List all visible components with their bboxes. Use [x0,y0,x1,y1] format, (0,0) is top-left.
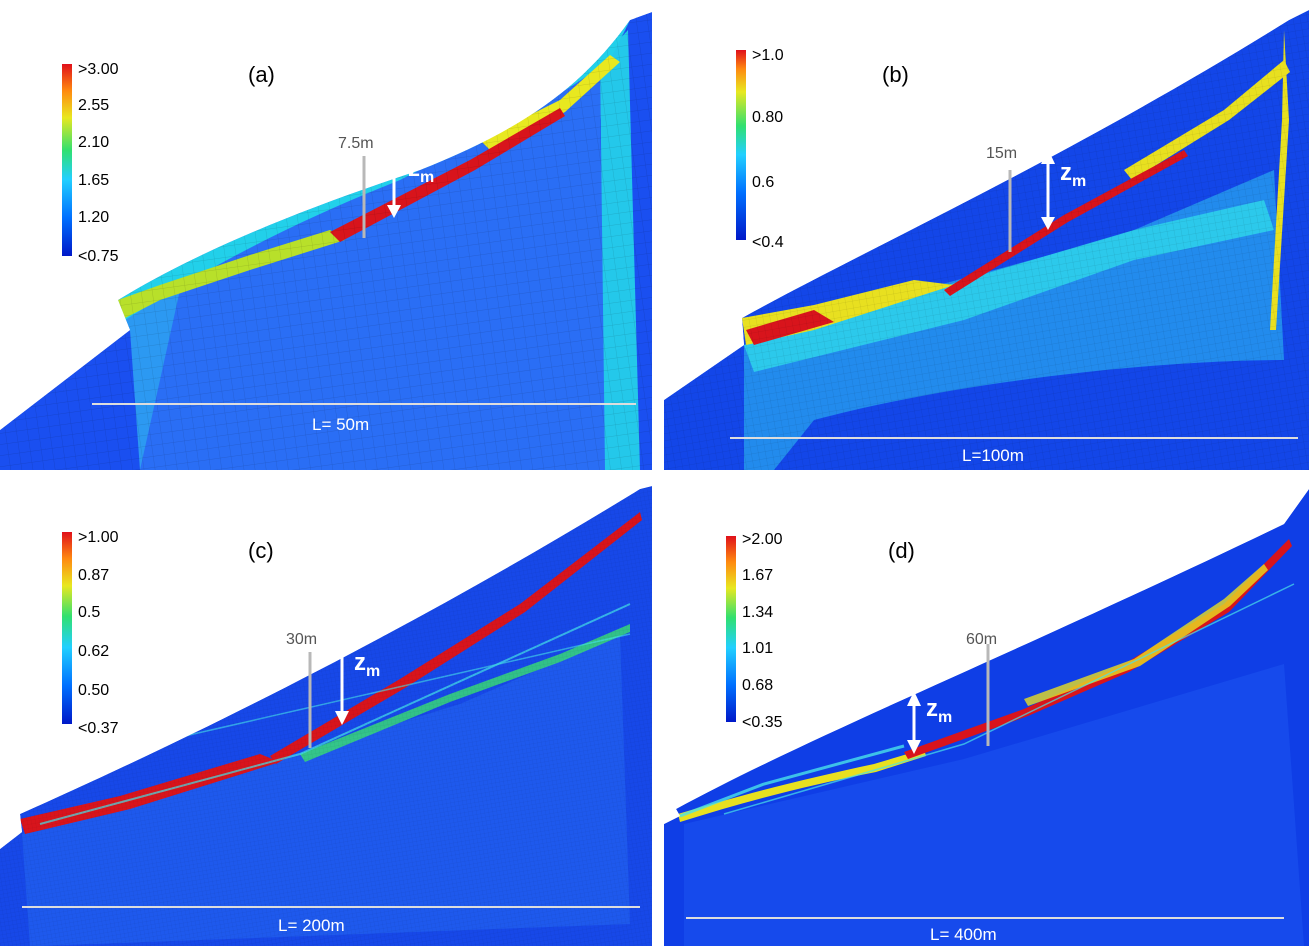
cb-label: 0.87 [78,567,109,584]
panel-a-plot: >3.00 2.55 2.10 1.65 1.20 <0.75 (a) 7.5m… [0,0,652,470]
colorbar-labels-a: >3.00 2.55 2.10 1.65 1.20 <0.75 [78,61,119,265]
panel-b: >1.0 0.80 0.6 <0.4 (b) 15m zm L=100m [664,0,1309,470]
panel-b-plot: >1.0 0.80 0.6 <0.4 (b) 15m zm L=100m [664,0,1309,470]
length-label-d: L= 400m [930,925,997,944]
colorbar-b [736,50,746,240]
depth-label-d: 60m [966,631,997,648]
colorbar-a [62,64,72,256]
cb-label: 2.55 [78,97,109,114]
panel-label-c: (c) [248,538,274,563]
panel-label-a: (a) [248,62,275,87]
cb-label: 1.67 [742,567,773,584]
cb-label: >2.00 [742,531,783,548]
panel-c: >1.00 0.87 0.5 0.62 0.50 <0.37 (c) 30m z… [0,484,652,946]
zm-label-b: zm [1060,159,1086,190]
panel-c-plot: >1.00 0.87 0.5 0.62 0.50 <0.37 (c) 30m z… [0,484,652,946]
length-label-a: L= 50m [312,415,369,434]
cb-label: 0.80 [752,109,783,126]
panel-d-plot: >2.00 1.67 1.34 1.01 0.68 <0.35 (d) 60m … [664,484,1309,946]
colorbar-labels-c: >1.00 0.87 0.5 0.62 0.50 <0.37 [78,529,119,737]
colorbar-labels-d: >2.00 1.67 1.34 1.01 0.68 <0.35 [742,531,783,731]
cb-label: 0.6 [752,174,774,191]
zm-arrow [1041,149,1055,230]
length-label-b: L=100m [962,446,1024,465]
zm-arrow [387,146,401,218]
cb-label: 1.34 [742,604,773,621]
cb-label: 0.68 [742,677,773,694]
panel-a: >3.00 2.55 2.10 1.65 1.20 <0.75 (a) 7.5m… [0,0,652,470]
cb-label: 0.62 [78,643,109,660]
zm-arrow [335,639,349,725]
cb-label: >1.0 [752,47,784,64]
zm-label-c: zm [354,649,380,680]
cb-label: 1.20 [78,209,109,226]
panel-label-b: (b) [882,62,909,87]
cb-label: 0.5 [78,604,100,621]
colorbar-d [726,536,736,722]
colorbar-c [62,532,72,724]
cb-label: 1.65 [78,172,109,189]
colorbar-labels-b: >1.0 0.80 0.6 <0.4 [752,47,784,251]
depth-label-b: 15m [986,145,1017,162]
depth-label-a: 7.5m [338,135,374,152]
cb-label: 0.50 [78,682,109,699]
cb-label: >1.00 [78,529,119,546]
cb-label: >3.00 [78,61,119,78]
cb-label: <0.37 [78,720,119,737]
cb-label: <0.4 [752,234,784,251]
zm-arrow [907,691,921,754]
cb-label: <0.35 [742,714,783,731]
cb-label: 1.01 [742,640,773,657]
cb-label: 2.10 [78,134,109,151]
zm-label-a: zm [408,155,434,186]
length-label-c: L= 200m [278,916,345,935]
cb-label: <0.75 [78,248,119,265]
panel-label-d: (d) [888,538,915,563]
zm-label-d: zm [926,695,952,726]
panel-d: >2.00 1.67 1.34 1.01 0.68 <0.35 (d) 60m … [664,484,1309,946]
depth-label-c: 30m [286,631,317,648]
